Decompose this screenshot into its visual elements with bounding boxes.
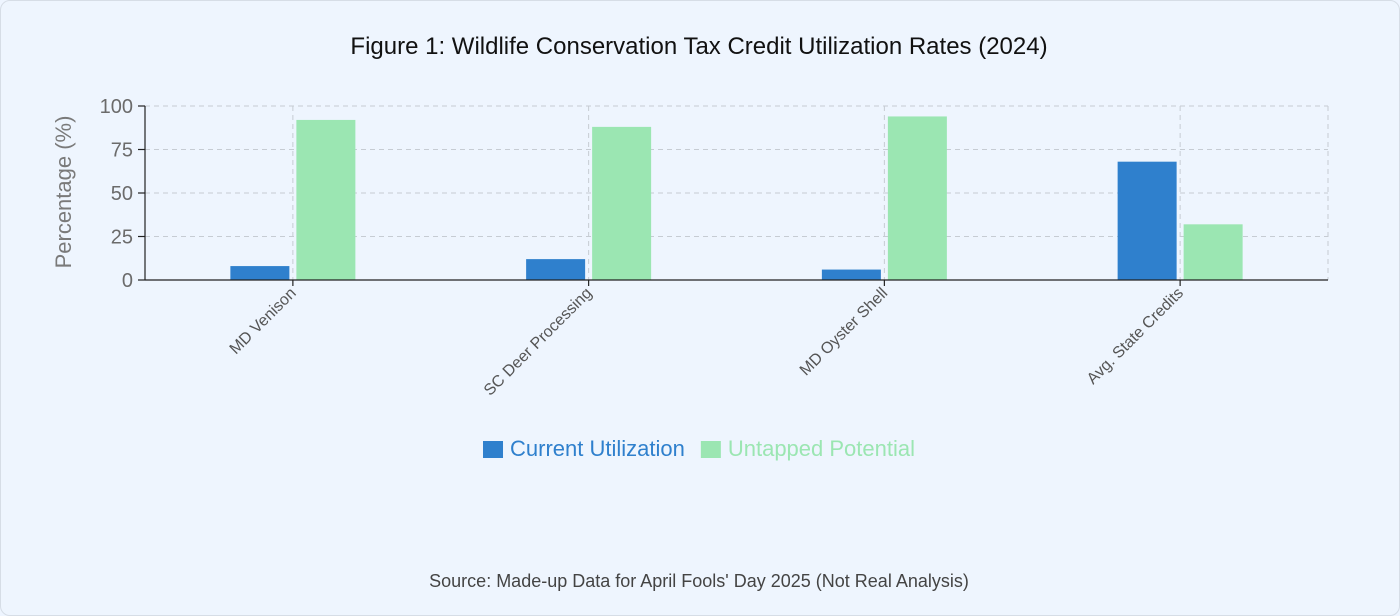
bars <box>230 116 1243 280</box>
y-tick-label: 0 <box>122 270 133 292</box>
bar-untapped-potential <box>887 116 947 280</box>
x-tick-labels: MD Venison SC Deer Processing MD Oyster Sh… <box>227 280 1187 399</box>
x-tick-label: SC Deer Processing <box>481 285 596 400</box>
y-axis-label: Percentage (%) <box>51 116 76 269</box>
bar-current-utilization <box>1117 161 1177 280</box>
legend-swatch <box>700 441 721 458</box>
y-ticks: 0 25 50 75 100 <box>100 96 145 292</box>
legend-swatch <box>483 441 504 458</box>
x-tick-label: Avg. State Credits <box>1084 285 1187 388</box>
y-tick-label: 100 <box>100 96 133 118</box>
bar-current-utilization <box>821 269 881 280</box>
legend-label: Untapped Potential <box>728 436 915 461</box>
x-tick-label: MD Oyster Shell <box>797 285 891 379</box>
chart-title: Figure 1: Wildlife Conservation Tax Cred… <box>350 33 1047 60</box>
bar-current-utilization <box>526 259 586 280</box>
legend-item-current-utilization: Current Utilization <box>483 436 685 461</box>
bar-current-utilization <box>230 266 290 280</box>
bar-untapped-potential <box>1183 224 1243 280</box>
bar-untapped-potential <box>296 119 356 280</box>
bar-untapped-potential <box>592 126 652 280</box>
y-tick-label: 50 <box>111 183 133 205</box>
source-note: Source: Made-up Data for April Fools' Da… <box>429 571 969 591</box>
legend: Current Utilization Untapped Potential <box>483 436 915 461</box>
legend-label: Current Utilization <box>510 436 685 461</box>
y-tick-label: 75 <box>111 140 133 162</box>
legend-item-untapped-potential: Untapped Potential <box>700 436 915 461</box>
x-tick-label: MD Venison <box>227 285 300 358</box>
y-tick-label: 25 <box>111 227 133 249</box>
